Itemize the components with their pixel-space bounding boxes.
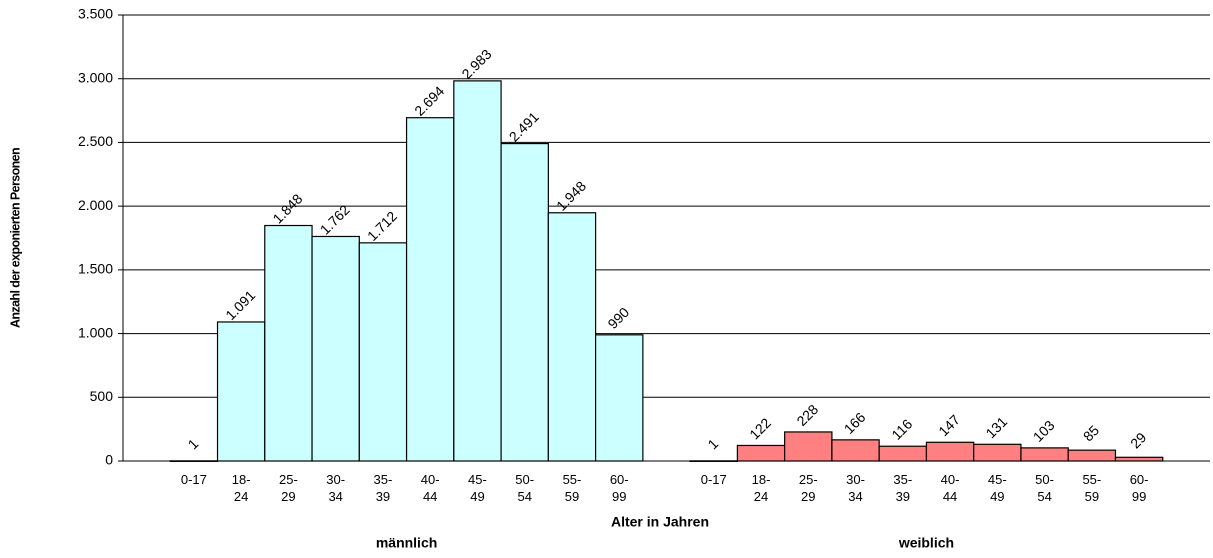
bar — [878, 445, 928, 462]
x-tick-label: 55- 59 — [562, 472, 582, 504]
value-label: 103 — [1030, 417, 1058, 445]
x-tick-label: 25- 29 — [279, 472, 298, 504]
y-tick-label: 3.500 — [78, 6, 113, 22]
x-tick-label: 0-17 — [700, 472, 727, 487]
x-tick-label: 40- 44 — [940, 472, 960, 504]
bar — [1114, 456, 1164, 462]
bar — [925, 441, 975, 462]
value-label: 1.712 — [364, 208, 400, 244]
y-axis-title: Anzahl der exponierten Personen — [8, 148, 22, 328]
bar — [1020, 447, 1069, 462]
bar — [736, 444, 786, 462]
x-tick-label: 30- 34 — [326, 472, 346, 504]
x-tick-label: 50- 54 — [1035, 472, 1054, 504]
value-label: 1 — [704, 435, 721, 452]
x-tick-label: 40- 44 — [420, 472, 440, 504]
value-label: 122 — [746, 414, 774, 442]
value-label: 1.948 — [553, 178, 589, 214]
value-label: 990 — [604, 304, 632, 332]
value-label: 2.491 — [506, 108, 542, 144]
x-tick-label: 60- 99 — [609, 472, 629, 504]
bar — [405, 117, 455, 462]
value-label: 166 — [841, 409, 869, 437]
value-label: 2.694 — [411, 83, 447, 119]
y-tick-label: 2.500 — [78, 133, 113, 149]
x-tick-label: 18- 24 — [751, 472, 771, 504]
x-tick-label: 45- 49 — [987, 472, 1007, 504]
x-tick-label: 35- 39 — [893, 472, 913, 504]
bar — [784, 431, 833, 462]
value-label: 1.762 — [317, 201, 353, 237]
x-tick-label: 35- 39 — [373, 472, 393, 504]
y-tick-label: 500 — [90, 388, 114, 404]
x-tick-label: 25- 29 — [798, 472, 818, 504]
y-tick-label: 1.500 — [78, 261, 113, 277]
x-tick-label: 60- 99 — [1129, 472, 1149, 504]
value-label: 2.983 — [458, 46, 494, 82]
value-label: 29 — [1127, 429, 1149, 451]
bar — [311, 235, 360, 462]
x-tick-label: 30- 34 — [846, 472, 865, 504]
group-label: männlich — [376, 535, 437, 551]
group-label: weiblich — [898, 535, 954, 551]
value-label: 116 — [888, 416, 915, 443]
x-tick-label: 0-17 — [180, 472, 207, 487]
bar — [358, 242, 408, 462]
bar — [831, 439, 880, 462]
bar — [595, 334, 644, 462]
bar — [500, 142, 549, 462]
x-tick-label: 50- 54 — [515, 472, 535, 504]
x-tick-label: 45- 49 — [468, 472, 487, 504]
bar — [453, 80, 502, 462]
value-label: 131 — [982, 413, 1010, 441]
value-label: 85 — [1080, 422, 1102, 444]
value-label: 1.848 — [269, 190, 305, 226]
x-axis-title: Alter in Jahren — [611, 514, 709, 530]
bar — [1067, 449, 1117, 462]
bar — [216, 321, 266, 462]
value-label: 1.091 — [222, 287, 258, 323]
x-tick-label: 55- 59 — [1082, 472, 1102, 504]
y-tick-label: 2.000 — [78, 197, 113, 213]
y-tick-label: 0 — [105, 452, 113, 468]
value-label: 228 — [793, 401, 821, 429]
y-tick-label: 3.000 — [78, 69, 113, 85]
y-tick-label: 1.000 — [78, 324, 113, 340]
value-label: 147 — [935, 411, 963, 439]
bar — [547, 212, 597, 462]
bar — [264, 224, 313, 462]
bar — [973, 443, 1022, 462]
value-label: 1 — [185, 435, 202, 452]
x-tick-label: 18- 24 — [231, 472, 251, 504]
